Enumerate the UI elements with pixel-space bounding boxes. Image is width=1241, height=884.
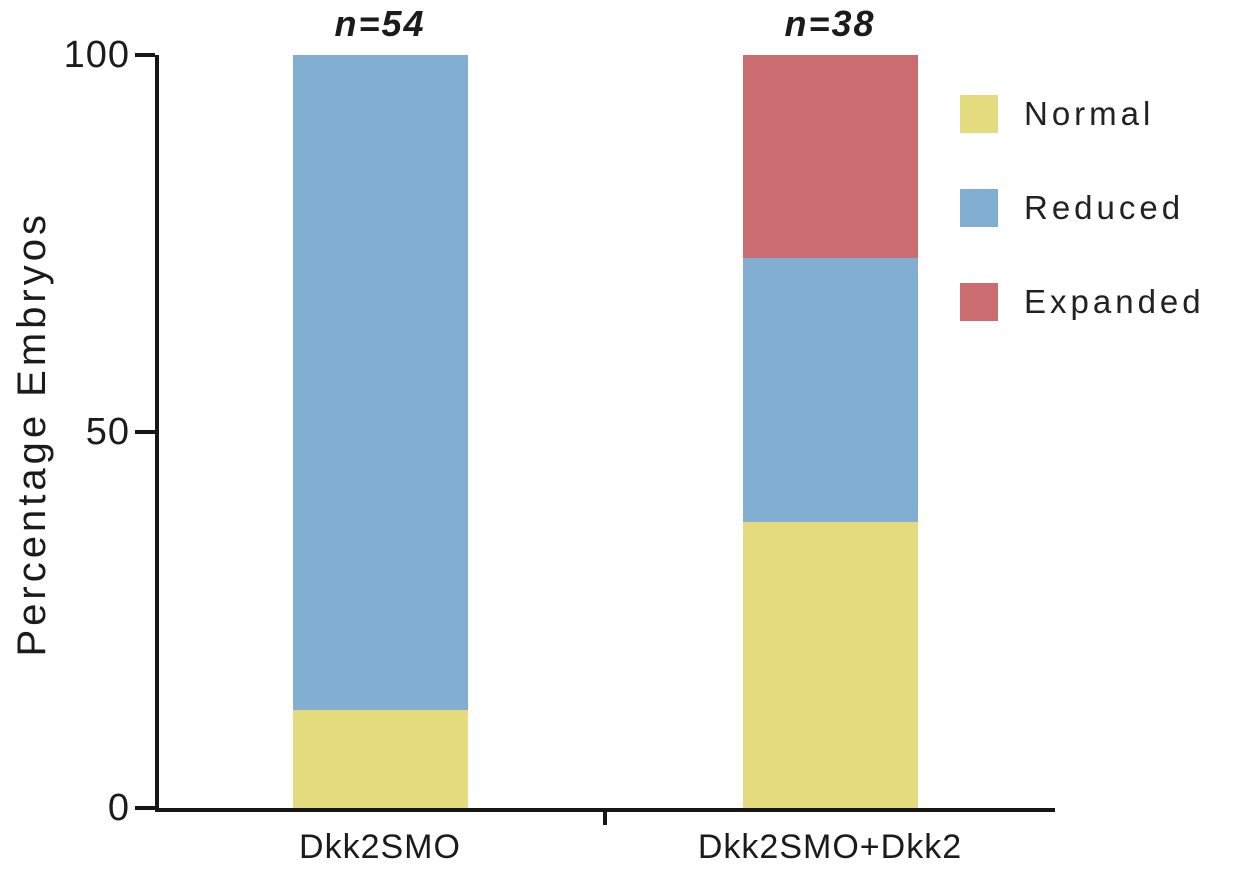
x-tick-label: Dkk2SMO+Dkk2 <box>697 828 963 866</box>
legend-swatch-expanded <box>960 283 998 321</box>
legend: Normal Reduced Expanded <box>960 95 1205 321</box>
legend-item-normal: Normal <box>960 95 1205 133</box>
x-tick-label: Dkk2SMO <box>299 828 461 866</box>
legend-label-expanded: Expanded <box>1024 283 1205 320</box>
n-label: n=38 <box>784 3 876 44</box>
legend-swatch-normal <box>960 95 998 133</box>
bar-segment-normal <box>742 521 918 808</box>
legend-item-reduced: Reduced <box>960 189 1205 227</box>
legend-label-reduced: Reduced <box>1024 189 1185 226</box>
y-tick-label: 0 <box>107 787 130 829</box>
y-tick-label: 100 <box>63 34 130 76</box>
bar-segment-reduced <box>292 55 468 711</box>
legend-swatch-reduced <box>960 189 998 227</box>
legend-label-normal: Normal <box>1024 95 1155 132</box>
x-boundary-tick <box>603 812 607 825</box>
legend-item-expanded: Expanded <box>960 283 1205 321</box>
y-tick-label: 50 <box>85 410 130 453</box>
bar-Dkk2SMO <box>292 55 468 808</box>
bar-segment-normal <box>292 710 468 808</box>
bar-segment-expanded <box>742 55 918 259</box>
bar-segment-reduced <box>742 258 918 522</box>
y-tick-mark <box>135 429 155 434</box>
n-label: n=54 <box>334 3 426 44</box>
y-tick-mark <box>135 53 155 57</box>
plot-area <box>155 55 1055 812</box>
y-tick-mark <box>135 806 155 810</box>
bar-Dkk2SMO+Dkk2 <box>742 55 918 808</box>
